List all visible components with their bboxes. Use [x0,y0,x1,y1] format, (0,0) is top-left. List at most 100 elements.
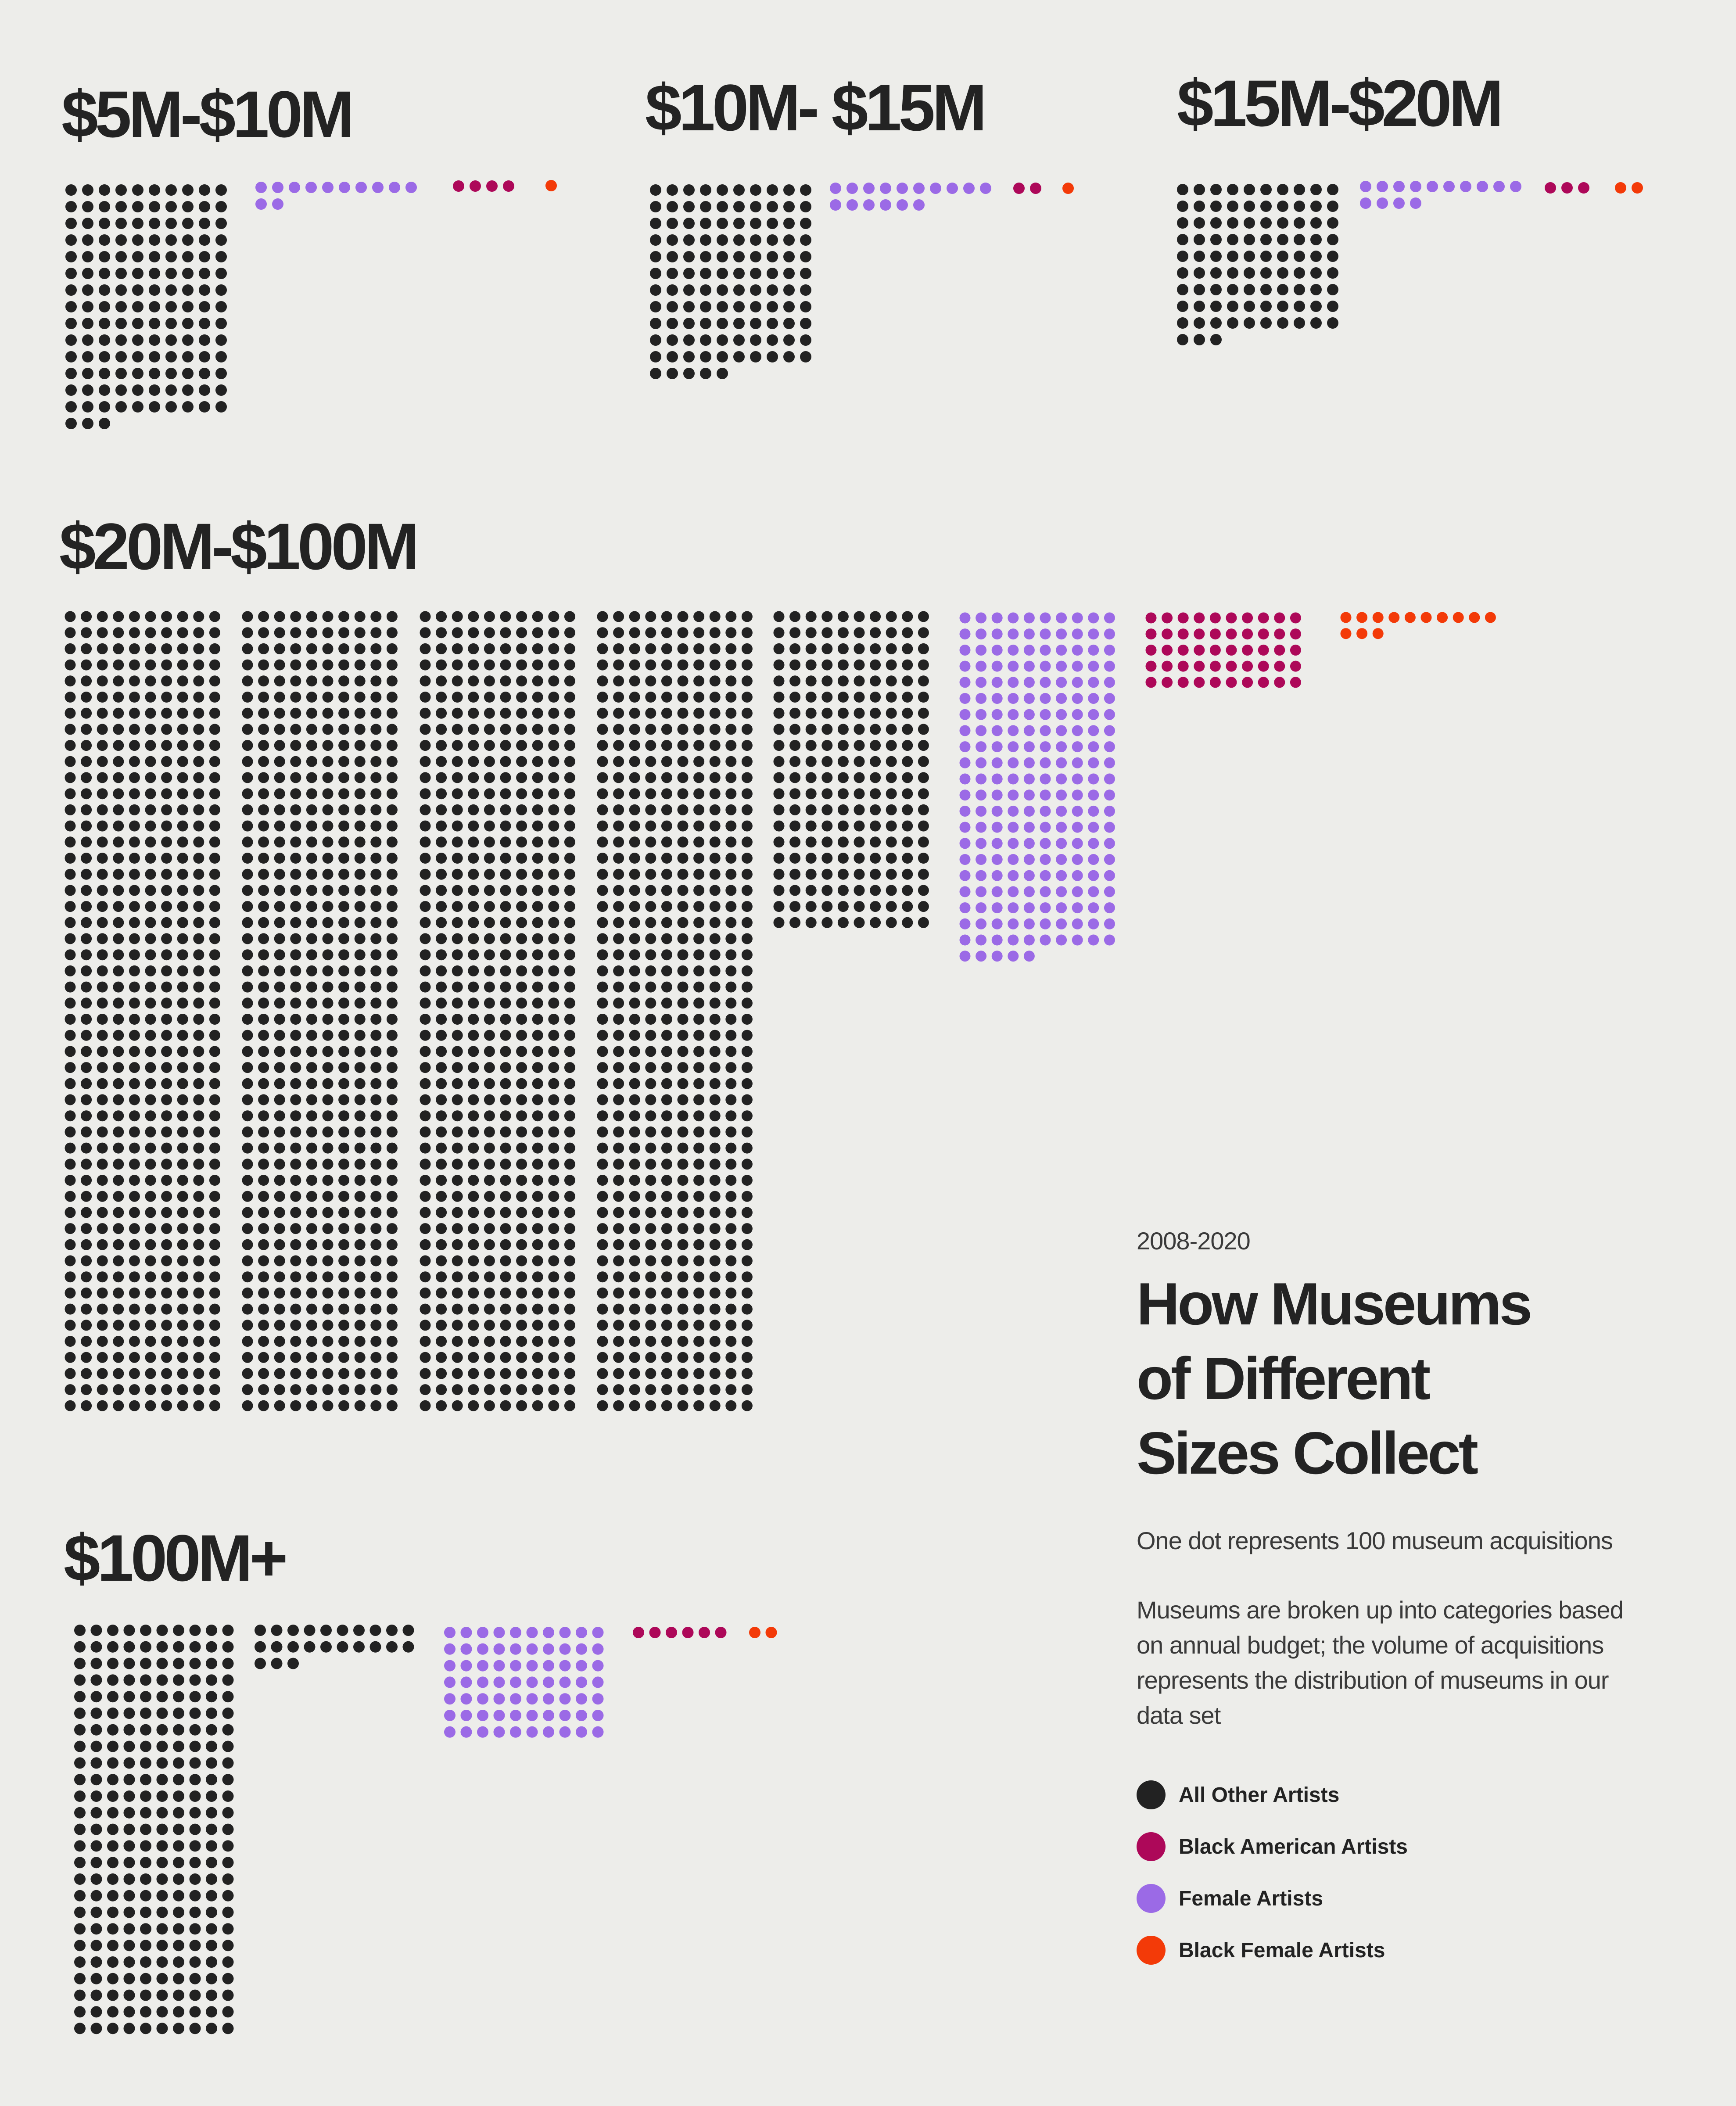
dot-all-other [65,756,76,767]
dot-all-other [886,675,897,687]
dot-female [1104,757,1115,768]
dot-all-other [548,1384,560,1396]
dot-all-other [386,1625,398,1636]
dot-all-other [1260,184,1272,195]
dot-all-other [854,643,865,654]
dot-female [976,951,987,962]
group-label-15m-20m: $15M-$20M [1177,66,1503,140]
dot-female [1104,870,1115,881]
dot-all-other [645,1384,656,1396]
dot-all-other [258,1046,269,1057]
dot-all-other [129,692,140,703]
dot-all-other [65,1223,76,1234]
dot-all-other [420,1336,431,1347]
dot-all-other [338,820,350,832]
dot-all-other [1194,234,1205,245]
dot-all-other [81,643,92,654]
dot-all-other [629,1078,640,1089]
dot-female [1443,181,1455,192]
dot-all-other [123,1625,135,1636]
dot-all-other [354,1191,366,1202]
dot-all-other [700,284,711,296]
dot-female [543,1710,554,1721]
dot-all-other [189,1973,201,1984]
dot-all-other [436,997,447,1009]
dot-all-other [74,1940,86,1952]
dot-all-other [140,1857,151,1869]
dot-all-other [81,627,92,639]
dot-all-other [821,756,833,767]
dot-all-other [548,965,560,976]
dot-all-other [886,611,897,622]
dot-all-other [354,981,366,993]
dot-all-other [306,627,317,639]
dot-all-other [420,1384,431,1396]
dot-all-other [306,1159,317,1170]
dot-all-other [65,1062,76,1073]
dot-female [1088,838,1099,849]
dot-all-other [370,740,382,751]
dot-all-other [516,1368,527,1379]
dot-all-other [177,1110,188,1122]
dot-all-other [173,1890,184,1901]
dot-all-other [717,218,728,229]
dot-all-other [693,820,705,832]
dot-all-other [209,788,220,800]
dot-all-other [629,1062,640,1073]
dot-all-other [97,772,108,783]
dot-all-other [182,384,194,396]
dot-all-other [306,1223,317,1234]
dot-all-other [140,1840,151,1852]
dot-all-other [693,692,705,703]
dot-all-other [140,1724,151,1736]
dot-all-other [902,836,913,848]
dot-all-other [370,820,382,832]
dot-all-other [677,1239,689,1250]
dot-all-other [500,1400,511,1411]
dot-all-other [1260,234,1272,245]
dot-all-other [156,1641,168,1653]
dot-female [897,199,908,211]
dot-all-other [115,368,127,379]
dot-all-other [886,643,897,654]
dot-all-other [902,853,913,864]
dot-female [1040,612,1051,624]
dot-all-other [452,1175,463,1186]
dot-all-other [683,268,695,279]
dot-all-other [306,1287,317,1299]
dot-all-other [206,1840,217,1852]
dot-female [1008,677,1019,688]
dot-female [1104,741,1115,753]
dot-all-other [161,756,172,767]
dot-female [1088,870,1099,881]
dot-all-other [1227,217,1238,229]
dot-all-other [725,1175,737,1186]
dot-all-other [661,1159,672,1170]
dot-all-other [661,901,672,912]
dot-all-other [532,965,543,976]
dot-female [1393,181,1405,192]
dot-all-other [129,1336,140,1347]
dot-all-other [645,1094,656,1105]
dot-all-other [209,707,220,719]
dot-all-other [322,804,334,815]
dot-all-other [338,965,350,976]
dot-all-other [725,611,737,622]
dot-all-other [156,1724,168,1736]
dot-all-other [645,820,656,832]
dot-all-other [290,917,301,928]
dot-all-other [322,1320,334,1331]
dot-female [1104,934,1115,946]
dot-all-other [99,268,110,279]
dot-all-other [165,401,177,413]
dot-all-other [597,1271,608,1283]
dot-female [543,1660,554,1672]
dot-all-other [436,659,447,671]
dot-all-other [1227,234,1238,245]
dot-all-other [645,627,656,639]
dot-all-other [113,1126,124,1137]
dot-all-other [452,1303,463,1315]
dot-all-other [516,1142,527,1154]
dot-all-other [353,1641,365,1653]
dot-black-american [1274,644,1285,656]
